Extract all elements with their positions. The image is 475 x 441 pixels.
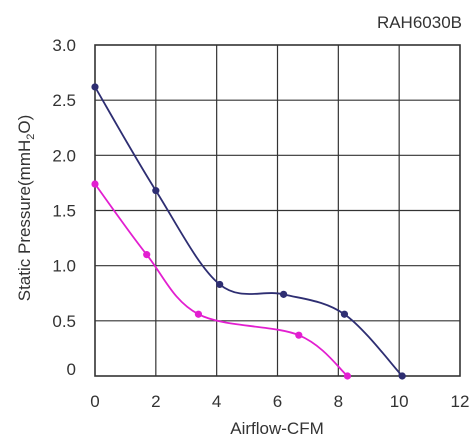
y-axis-label-sub: 2 [25, 134, 37, 140]
x-tick-label: 2 [151, 392, 160, 411]
y-axis-label: Static Pressure(mmH2O) [15, 115, 37, 302]
x-tick-label: 4 [212, 392, 221, 411]
series-1-point [340, 310, 349, 318]
y-tick-label: 2.0 [52, 146, 76, 165]
y-axis-label-main: Static Pressure(mmH [15, 140, 34, 302]
x-axis-label: Airflow-CFM [230, 419, 324, 438]
x-tick-label: 6 [273, 392, 282, 411]
y-tick-label: 0.5 [52, 312, 76, 331]
series-1-point [398, 372, 406, 380]
series-2-point [91, 180, 99, 188]
y-tick-label: 1.5 [52, 202, 76, 221]
x-tick-label: 10 [390, 392, 409, 411]
series-1-point [216, 280, 224, 289]
x-tick-label: 12 [451, 392, 470, 411]
series-2-point [194, 310, 203, 318]
y-tick-label: 2.5 [52, 91, 76, 110]
tick-layer: 0 2 4 6 8 10 12 0 0.5 1.0 1.5 2.0 2.5 3.0 [52, 36, 469, 411]
y-tick-label: 1.0 [52, 257, 76, 276]
y-tick-label: 0 [67, 360, 76, 379]
plot-frame [94, 44, 461, 377]
x-tick-label: 8 [334, 392, 343, 411]
y-axis-label-end: O) [15, 115, 34, 134]
series-line-1 [94, 86, 403, 377]
grid-layer [94, 44, 461, 377]
series-1-point [279, 290, 288, 298]
series-2-point [343, 372, 352, 380]
x-tick-label: 0 [90, 392, 99, 411]
series-1-point [152, 187, 160, 195]
series-layer [91, 83, 406, 380]
series-2-point [143, 251, 151, 259]
series-2-point [295, 331, 303, 339]
y-tick-label: 3.0 [52, 36, 76, 55]
series-1-point [91, 83, 99, 91]
chart-title: RAH6030B [377, 13, 462, 32]
series-line-2 [94, 183, 349, 377]
